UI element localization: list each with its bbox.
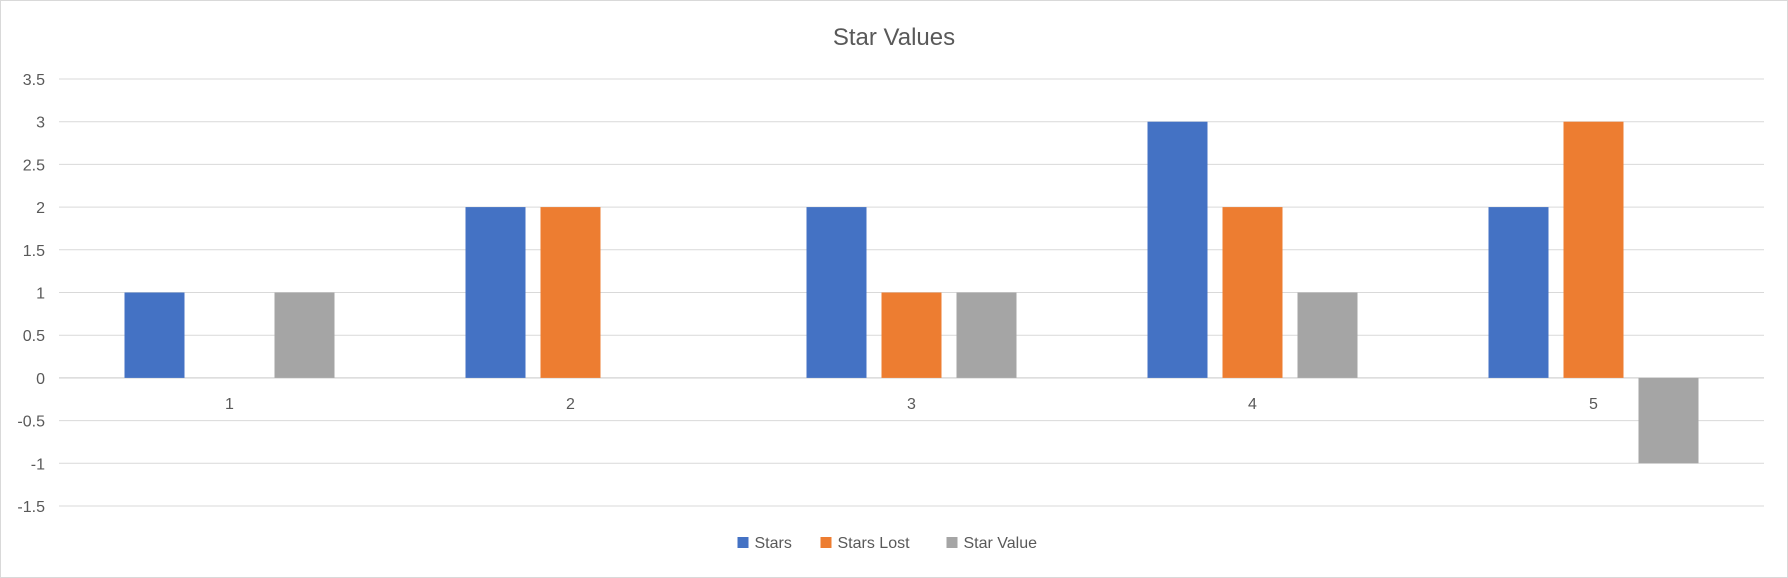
x-tick-label: 2	[566, 396, 575, 413]
y-tick-label: 3.5	[23, 72, 45, 89]
bar-stars-lost-2	[540, 207, 601, 378]
legend-label: Stars	[755, 535, 792, 552]
bar-stars-3	[806, 207, 867, 378]
y-axis-tick-labels: 3.5 3 2.5 2 1.5 1 0.5 0 -0.5 -1 -1.5	[17, 72, 45, 516]
bar-star-value-4	[1297, 292, 1358, 378]
legend-swatch-stars	[737, 537, 749, 548]
y-tick-label: 2	[36, 200, 45, 217]
x-tick-label: 4	[1248, 396, 1257, 413]
legend-label: Star Value	[964, 535, 1038, 552]
bars	[124, 121, 1699, 464]
legend-label: Stars Lost	[838, 535, 911, 552]
x-tick-label: 5	[1589, 396, 1598, 413]
bar-star-value-5	[1638, 377, 1699, 464]
y-tick-label: 1.5	[23, 243, 45, 260]
chart-title: Star Values	[833, 24, 955, 51]
y-tick-label: -0.5	[17, 414, 45, 431]
bar-star-value-1	[274, 292, 335, 378]
y-tick-label: 0	[36, 371, 45, 388]
y-tick-label: 3	[36, 115, 45, 132]
legend-swatch-star-value	[946, 537, 958, 548]
x-tick-label: 3	[907, 396, 916, 413]
bar-stars-2	[465, 207, 526, 378]
x-tick-label: 1	[225, 396, 234, 413]
x-axis-tick-labels: 1 2 3 4 5	[225, 396, 1598, 413]
bar-stars-lost-5	[1563, 121, 1624, 378]
y-tick-label: 0.5	[23, 328, 45, 345]
y-tick-label: 2.5	[23, 157, 45, 174]
bar-stars-lost-3	[881, 292, 942, 378]
y-tick-label: -1.5	[17, 499, 45, 516]
bar-stars-lost-4	[1222, 207, 1283, 378]
legend-swatch-stars-lost	[820, 537, 832, 548]
y-tick-label: -1	[31, 456, 45, 473]
legend: Stars Stars Lost Star Value	[737, 535, 1038, 552]
bar-stars-4	[1147, 121, 1208, 378]
bar-star-value-3	[956, 292, 1017, 378]
y-tick-label: 1	[36, 286, 45, 303]
bar-stars-5	[1488, 207, 1549, 378]
bar-stars-1	[124, 292, 185, 378]
